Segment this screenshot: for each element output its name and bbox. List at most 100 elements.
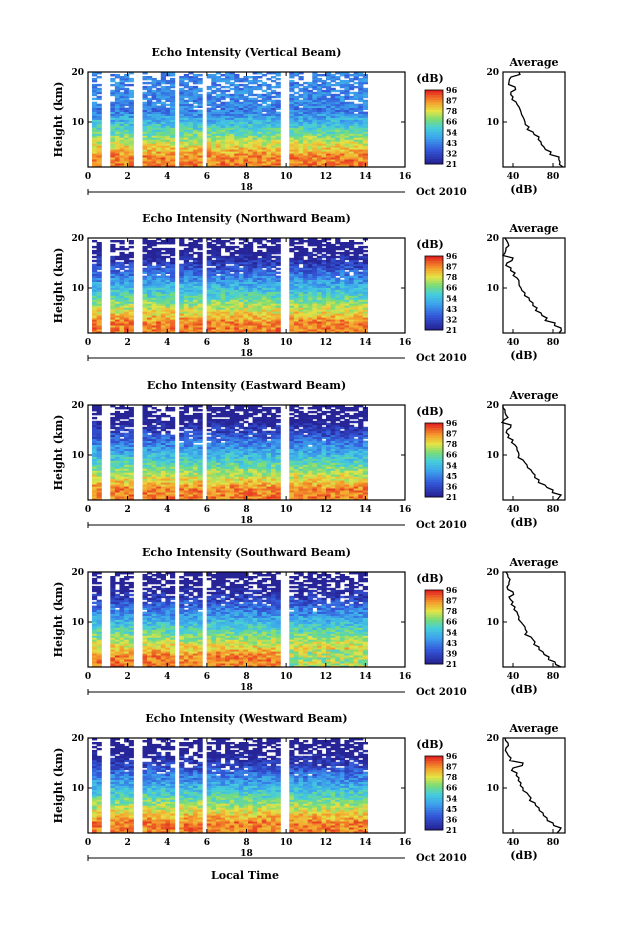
heatmap-cell <box>188 267 194 271</box>
heatmap-cell <box>128 77 134 81</box>
heatmap-cell <box>211 255 217 259</box>
heatmap-cell <box>170 261 176 265</box>
heatmap-cell <box>238 305 244 308</box>
heatmap-cell <box>339 309 345 312</box>
heatmap-cell <box>349 490 355 493</box>
heatmap-cell <box>257 242 263 245</box>
heatmap-cell <box>147 113 153 116</box>
heatmap-cell <box>362 259 368 263</box>
colorbar-swatch <box>425 139 443 143</box>
heatmap-cell <box>220 125 226 128</box>
heatmap-cell <box>248 303 254 306</box>
heatmap-cell <box>234 249 240 253</box>
heatmap-cell <box>353 301 359 304</box>
heatmap-cell <box>330 327 336 330</box>
heatmap-cell <box>316 327 323 330</box>
heatmap-cell <box>330 115 336 118</box>
heatmap-cell <box>234 315 240 318</box>
heatmap-cell <box>124 77 130 81</box>
heatmap-cell <box>92 271 98 274</box>
heatmap-cell <box>339 331 345 334</box>
heatmap-cell <box>215 271 222 274</box>
heatmap-cell <box>316 145 323 148</box>
heatmap-cell <box>349 243 355 247</box>
heatmap-cell <box>170 72 176 75</box>
heatmap-cell <box>183 155 189 158</box>
heatmap-cell <box>362 76 368 79</box>
heatmap-cell <box>252 289 258 292</box>
heatmap-cell <box>321 271 327 274</box>
heatmap-cell <box>114 107 121 110</box>
heatmap-cell <box>289 317 295 320</box>
heatmap-cell <box>183 496 189 499</box>
heatmap-cell <box>349 105 355 108</box>
heatmap-cell <box>248 496 254 499</box>
heatmap-cell <box>156 496 162 499</box>
x-tick-label: 12 <box>319 338 332 348</box>
heatmap-cell <box>215 242 222 245</box>
heatmap-cell <box>275 245 281 249</box>
heatmap-cell <box>248 99 254 103</box>
heatmap-cell <box>215 139 222 142</box>
heatmap-cell <box>362 309 368 312</box>
heatmap-cell <box>151 277 157 280</box>
heatmap-cell <box>312 309 318 312</box>
heatmap-cell <box>170 329 176 332</box>
heatmap-cell <box>114 301 121 304</box>
heatmap-cell <box>335 117 341 120</box>
heatmap-cell <box>225 153 231 156</box>
heatmap-cell <box>92 255 98 259</box>
heatmap-cell <box>156 313 162 316</box>
heatmap-cell <box>128 111 134 114</box>
heatmap-cell <box>188 291 194 294</box>
heatmap-cell <box>321 151 327 154</box>
heatmap-cell <box>243 285 249 288</box>
heatmap-cell <box>160 494 166 497</box>
heatmap-cell <box>275 494 281 497</box>
heatmap-cell <box>289 496 295 499</box>
heatmap-cell <box>206 309 212 312</box>
heatmap-cell <box>151 143 157 146</box>
heatmap-cell <box>160 247 166 251</box>
heatmap-cell <box>183 145 189 148</box>
heatmap-cell <box>211 321 217 324</box>
heatmap-cell <box>234 273 240 276</box>
heatmap-cell <box>160 147 166 150</box>
heatmap-cell <box>248 295 254 298</box>
heatmap-cell <box>179 165 185 168</box>
heatmap-cell <box>142 121 148 124</box>
heatmap-cell <box>124 147 130 150</box>
heatmap-cell <box>124 93 130 97</box>
heatmap-cell <box>220 329 226 332</box>
heatmap-cell <box>271 325 277 328</box>
heatmap-cell <box>303 273 309 276</box>
heatmap-cell <box>312 115 318 118</box>
heatmap-cell <box>192 271 199 274</box>
heatmap-cell <box>96 133 102 136</box>
heatmap-cell <box>252 257 258 261</box>
heatmap-cell <box>298 295 304 298</box>
heatmap-cell <box>114 135 121 138</box>
heatmap-cell <box>316 321 323 324</box>
heatmap-cell <box>124 111 130 114</box>
heatmap-cell <box>261 285 267 288</box>
heatmap-cell <box>119 109 125 112</box>
heatmap-cell <box>238 242 244 245</box>
heatmap-cell <box>353 331 359 334</box>
heatmap-cell <box>349 295 355 298</box>
heatmap-cell <box>358 329 364 332</box>
heatmap-cell <box>316 317 323 320</box>
heatmap-cell <box>298 72 304 75</box>
heatmap-cell <box>192 111 199 114</box>
heatmap-cell <box>293 107 300 110</box>
heatmap-cell <box>275 141 281 144</box>
heatmap-cell <box>293 265 300 269</box>
heatmap-cell <box>234 271 240 274</box>
heatmap-cell <box>330 119 336 122</box>
heatmap-cell <box>114 157 121 160</box>
heatmap-cell <box>307 257 313 261</box>
heatmap-cell <box>220 287 226 290</box>
colorbar-swatch <box>425 159 443 162</box>
heatmap-cell <box>344 253 350 257</box>
heatmap-cell <box>293 127 300 130</box>
